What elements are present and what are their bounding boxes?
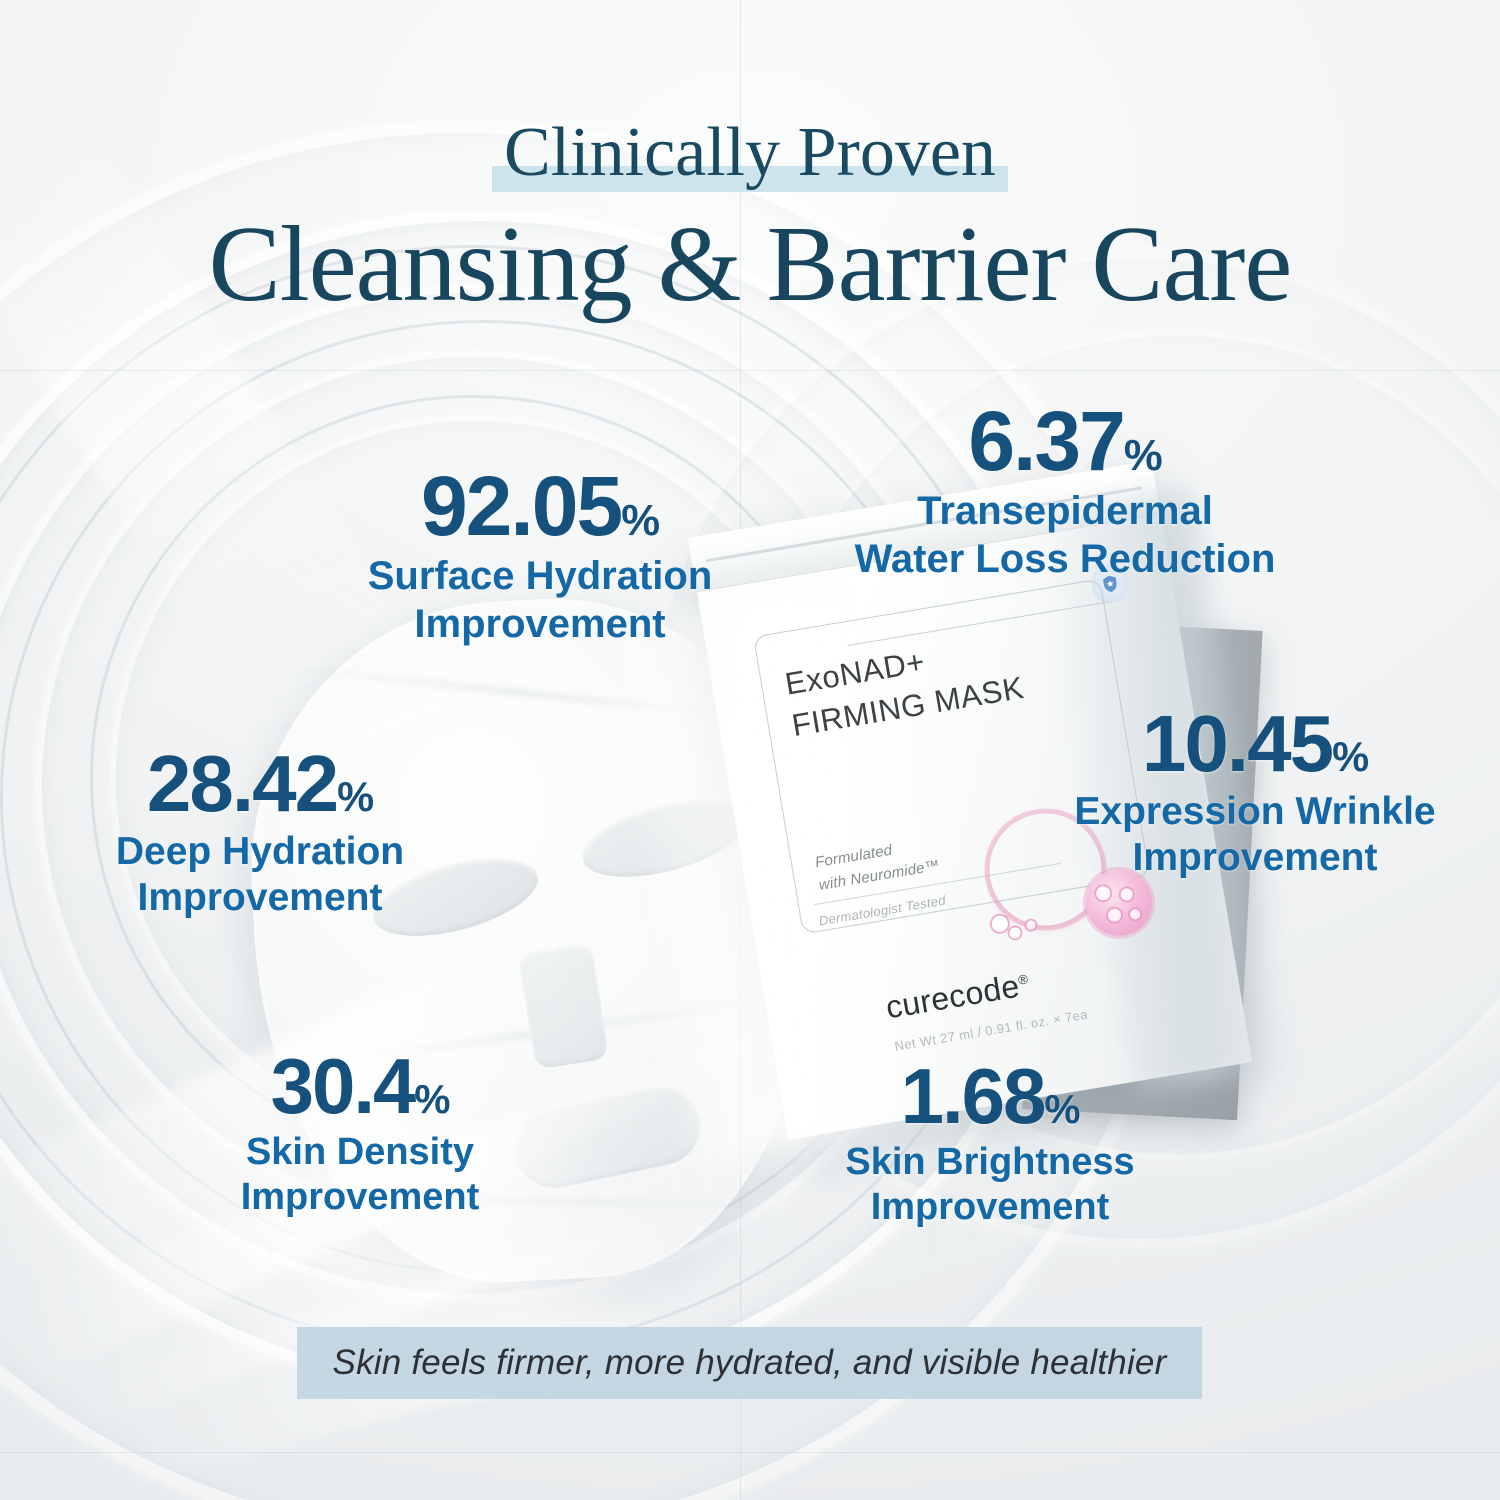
vesicle-bubble: [1008, 926, 1022, 940]
stat-label-line2: Improvement: [1132, 836, 1378, 880]
page-title: Cleansing & Barrier Care: [208, 205, 1293, 324]
stat-label-line2: Improvement: [137, 876, 383, 920]
stat-number: 30.4: [270, 1042, 417, 1130]
stat-transepidermal-water-loss: 6.37% Transepidermal Water Loss Reductio…: [840, 399, 1290, 583]
stat-label: Skin Brightness Improvement: [815, 1140, 1165, 1230]
stat-label-line2: Improvement: [414, 601, 666, 646]
mask-mouth-cutout: [507, 1077, 708, 1196]
stat-label-line2: Improvement: [870, 1186, 1110, 1229]
stat-deep-hydration: 28.42% Deep Hydration Improvement: [75, 744, 445, 921]
stat-label: Deep Hydration Improvement: [75, 829, 445, 921]
stat-value: 92.05%: [330, 464, 750, 548]
stat-skin-brightness: 1.68% Skin Brightness Improvement: [815, 1057, 1165, 1230]
certification-seal-icon: [1088, 562, 1133, 606]
stat-label-line1: Skin Brightness: [845, 1141, 1135, 1184]
tagline-text: Skin feels firmer, more hydrated, and vi…: [332, 1343, 1167, 1382]
header-kicker: Clinically Proven: [492, 118, 1008, 196]
vesicle-bubble: [1107, 907, 1122, 923]
mask-fold: [283, 665, 761, 721]
stat-value: 30.4%: [190, 1047, 530, 1125]
vesicle-bubble: [990, 914, 1010, 933]
stat-unit: %: [1044, 1086, 1080, 1132]
stat-label-line1: Surface Hydration: [367, 554, 713, 599]
stat-label-line2: Improvement: [240, 1176, 480, 1219]
stat-value: 28.42%: [75, 744, 445, 824]
stat-value: 6.37%: [840, 399, 1290, 483]
stat-label: Surface Hydration Improvement: [330, 553, 750, 647]
stat-unit: %: [1332, 733, 1369, 780]
stat-label-line1: Skin Density: [245, 1131, 475, 1174]
stat-label: Expression Wrinkle Improvement: [1055, 789, 1455, 881]
stat-unit: %: [414, 1076, 450, 1122]
stat-value: 1.68%: [815, 1057, 1165, 1135]
stat-number: 10.45: [1141, 699, 1334, 788]
stat-label: Transepidermal Water Loss Reduction: [840, 488, 1290, 582]
stat-number: 6.37: [968, 394, 1125, 488]
stat-label-line1: Transepidermal: [917, 489, 1213, 534]
vesicle-bubble: [1025, 919, 1037, 931]
stat-surface-hydration: 92.05% Surface Hydration Improvement: [330, 464, 750, 648]
stat-unit: %: [621, 496, 660, 545]
stat-skin-density: 30.4% Skin Density Improvement: [190, 1047, 530, 1220]
stat-label-line1: Expression Wrinkle: [1074, 790, 1436, 834]
mask-eye-cutout-right: [574, 784, 756, 892]
header: Clinically Proven Cleansing & Barrier Ca…: [0, 118, 1500, 324]
stat-number: 1.68: [900, 1052, 1047, 1140]
stat-number: 28.42: [146, 739, 339, 828]
stat-label-line1: Deep Hydration: [115, 830, 405, 874]
stat-expression-wrinkle: 10.45% Expression Wrinkle Improvement: [1055, 704, 1455, 881]
stat-label-line2: Water Loss Reduction: [854, 536, 1276, 581]
brand-name: curecode: [883, 967, 1023, 1026]
vesicle-bubble: [1095, 885, 1112, 902]
brand-logo: curecode®: [883, 966, 1032, 1026]
stat-value: 10.45%: [1055, 704, 1455, 784]
mask-nose-cutout: [517, 941, 610, 1070]
product-sachet-front[interactable]: ExoNAD+ FIRMING MASK Formulated with Neu…: [607, 460, 1292, 1168]
stat-unit: %: [337, 773, 374, 820]
header-kicker-text: Clinically Proven: [504, 114, 996, 191]
tagline-band: Skin feels firmer, more hydrated, and vi…: [297, 1327, 1202, 1399]
stat-label: Skin Density Improvement: [190, 1130, 530, 1220]
vesicle-bubble: [1129, 908, 1141, 921]
kicker-highlight-band: [492, 166, 1008, 192]
stat-number: 92.05: [420, 459, 623, 553]
vesicle-bubble: [1119, 887, 1134, 902]
stat-unit: %: [1123, 431, 1163, 480]
